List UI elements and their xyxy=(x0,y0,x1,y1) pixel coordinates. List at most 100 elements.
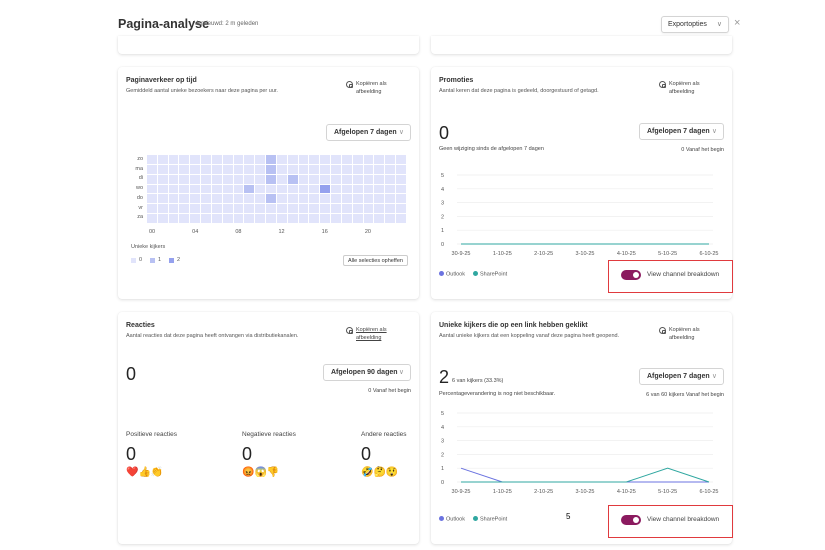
heatmap-cell[interactable] xyxy=(255,214,266,223)
heatmap-cell[interactable] xyxy=(211,164,222,174)
heatmap-cell[interactable] xyxy=(385,204,396,214)
copy-as-image-link[interactable]: Kopiëren als afbeelding xyxy=(659,80,700,96)
heatmap-cell[interactable] xyxy=(276,155,287,164)
heatmap-cell[interactable] xyxy=(201,214,211,223)
heatmap-cell[interactable] xyxy=(298,214,309,223)
heatmap-cell[interactable] xyxy=(298,164,309,174)
heatmap-cell[interactable] xyxy=(341,184,352,194)
heatmap-cell[interactable] xyxy=(157,204,168,214)
heatmap-cell[interactable] xyxy=(190,214,201,223)
heatmap-cell[interactable] xyxy=(396,194,406,204)
heatmap-cell[interactable] xyxy=(179,214,190,223)
heatmap-cell[interactable] xyxy=(374,184,385,194)
heatmap-cell[interactable] xyxy=(222,174,233,184)
heatmap-cell[interactable] xyxy=(157,194,168,204)
heatmap-cell[interactable] xyxy=(255,194,266,204)
heatmap-cell[interactable] xyxy=(396,184,406,194)
heatmap-cell[interactable] xyxy=(309,184,320,194)
heatmap-cell[interactable] xyxy=(363,155,374,164)
heatmap-cell[interactable] xyxy=(298,204,309,214)
heatmap-cell[interactable] xyxy=(320,204,331,214)
heatmap-cell[interactable] xyxy=(244,174,255,184)
heatmap-cell[interactable] xyxy=(287,194,298,204)
heatmap-cell[interactable] xyxy=(352,194,363,204)
heatmap-cell[interactable] xyxy=(363,204,374,214)
heatmap-cell[interactable] xyxy=(341,174,352,184)
heatmap-cell[interactable] xyxy=(190,155,201,164)
heatmap-cell[interactable] xyxy=(331,155,341,164)
heatmap-cell[interactable] xyxy=(211,174,222,184)
close-icon[interactable]: × xyxy=(734,17,741,29)
heatmap-cell[interactable] xyxy=(298,174,309,184)
heatmap-cell[interactable] xyxy=(233,184,244,194)
heatmap-cell[interactable] xyxy=(179,164,190,174)
heatmap-cell[interactable] xyxy=(298,184,309,194)
heatmap-cell[interactable] xyxy=(331,174,341,184)
heatmap-cell[interactable] xyxy=(157,155,168,164)
heatmap-cell[interactable] xyxy=(374,214,385,223)
heatmap-cell[interactable] xyxy=(298,194,309,204)
date-range-dropdown[interactable]: Afgelopen 7 dagen ∨ xyxy=(326,124,411,141)
heatmap-cell[interactable] xyxy=(147,214,157,223)
heatmap-cell[interactable] xyxy=(396,155,406,164)
heatmap-cell[interactable] xyxy=(374,204,385,214)
heatmap-cell[interactable] xyxy=(385,174,396,184)
heatmap-cell[interactable] xyxy=(309,164,320,174)
heatmap-cell[interactable] xyxy=(266,174,276,184)
heatmap-cell[interactable] xyxy=(276,174,287,184)
heatmap-cell[interactable] xyxy=(396,164,406,174)
heatmap-cell[interactable] xyxy=(244,155,255,164)
heatmap-cell[interactable] xyxy=(233,155,244,164)
heatmap-cell[interactable] xyxy=(341,214,352,223)
heatmap-cell[interactable] xyxy=(266,164,276,174)
heatmap-cell[interactable] xyxy=(201,204,211,214)
heatmap-cell[interactable] xyxy=(352,204,363,214)
heatmap-cell[interactable] xyxy=(179,204,190,214)
heatmap-cell[interactable] xyxy=(396,204,406,214)
heatmap-cell[interactable] xyxy=(179,155,190,164)
heatmap-cell[interactable] xyxy=(352,214,363,223)
heatmap-cell[interactable] xyxy=(266,204,276,214)
heatmap-cell[interactable] xyxy=(331,204,341,214)
heatmap-cell[interactable] xyxy=(276,184,287,194)
heatmap-cell[interactable] xyxy=(244,184,255,194)
heatmap-cell[interactable] xyxy=(147,194,157,204)
heatmap-cell[interactable] xyxy=(331,164,341,174)
heatmap-cell[interactable] xyxy=(309,194,320,204)
heatmap-cell[interactable] xyxy=(352,174,363,184)
heatmap-cell[interactable] xyxy=(276,214,287,223)
heatmap-cell[interactable] xyxy=(385,155,396,164)
heatmap-grid[interactable] xyxy=(147,155,406,223)
heatmap-cell[interactable] xyxy=(255,155,266,164)
copy-as-image-link[interactable]: Kopiëren als afbeelding xyxy=(346,80,387,96)
heatmap-cell[interactable] xyxy=(147,184,157,194)
heatmap-cell[interactable] xyxy=(179,194,190,204)
heatmap-cell[interactable] xyxy=(201,155,211,164)
heatmap-cell[interactable] xyxy=(255,164,266,174)
heatmap-cell[interactable] xyxy=(287,214,298,223)
heatmap-cell[interactable] xyxy=(168,184,179,194)
heatmap-cell[interactable] xyxy=(396,214,406,223)
heatmap-cell[interactable] xyxy=(276,164,287,174)
heatmap-cell[interactable] xyxy=(352,164,363,174)
export-options-button[interactable]: Exportopties ∨ xyxy=(661,16,729,33)
date-range-dropdown[interactable]: Afgelopen 7 dagen ∨ xyxy=(639,123,724,140)
heatmap-cell[interactable] xyxy=(255,204,266,214)
heatmap-cell[interactable] xyxy=(168,204,179,214)
heatmap-cell[interactable] xyxy=(385,184,396,194)
heatmap-cell[interactable] xyxy=(201,184,211,194)
heatmap-cell[interactable] xyxy=(287,184,298,194)
channel-breakdown-toggle[interactable] xyxy=(621,270,641,280)
heatmap-cell[interactable] xyxy=(363,184,374,194)
heatmap-cell[interactable] xyxy=(298,155,309,164)
heatmap-cell[interactable] xyxy=(190,174,201,184)
heatmap-cell[interactable] xyxy=(222,214,233,223)
heatmap-cell[interactable] xyxy=(352,155,363,164)
heatmap-cell[interactable] xyxy=(320,214,331,223)
heatmap-cell[interactable] xyxy=(190,204,201,214)
heatmap-cell[interactable] xyxy=(276,194,287,204)
heatmap-cell[interactable] xyxy=(179,184,190,194)
heatmap-cell[interactable] xyxy=(255,174,266,184)
heatmap-cell[interactable] xyxy=(233,204,244,214)
clear-selections-button[interactable]: Alle selecties opheffen xyxy=(343,255,408,266)
